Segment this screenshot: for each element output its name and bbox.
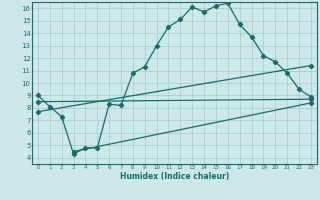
X-axis label: Humidex (Indice chaleur): Humidex (Indice chaleur): [120, 172, 229, 181]
